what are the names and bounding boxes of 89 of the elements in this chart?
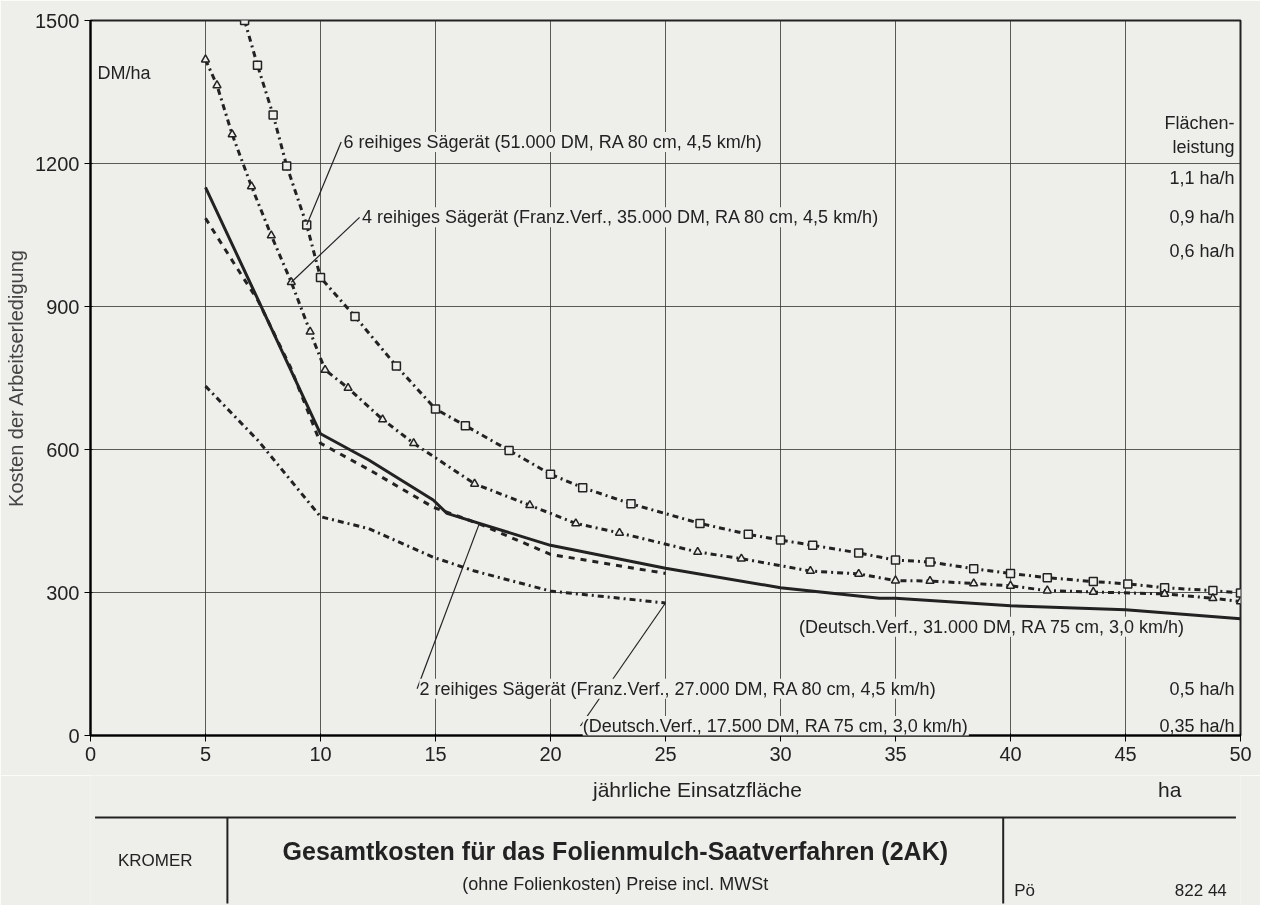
annotation: Flächen- leistung [1164,112,1235,157]
annotation: 0,5 ha/h [1169,678,1235,699]
point [1159,588,1170,597]
x-tick-label: 5 [199,742,212,765]
x-tick-label: 0 [84,742,97,765]
point [1042,572,1053,583]
text: KROMER [117,851,193,870]
text: 6 reihiges Sägerät (51.000 DM, RA 80 cm, 4,5 km/h) [343,132,762,153]
point [315,272,326,283]
annotation: DM/ha [97,62,152,83]
series-label: (Deutsch.Verf., 31.000 DM, RA 75 cm, 3,0 km/h) [798,616,1185,637]
point [805,565,816,575]
point [212,79,222,89]
point [577,482,588,493]
point [281,161,292,171]
point [1005,568,1016,579]
point [695,518,705,529]
x-tick-label: 10 [309,742,332,765]
point [246,181,257,190]
point [925,575,935,585]
point [227,129,237,138]
point [504,445,514,456]
text: 4 reihiges Sägerät (Franz.Verf., 35.000 DM, RA 80 cm, 4,5 km/h) [361,207,879,228]
point [743,529,754,540]
point [1208,585,1218,596]
point [571,518,581,527]
text: Gesamtkosten für das Folienmulch-Saatverfahren (2AK) [282,836,949,865]
text: (ohne Folienkosten) Preise incl. MWSt [462,873,769,894]
point [1005,580,1016,589]
point [350,311,360,322]
y-tick-label: 1500 [35,9,80,32]
point [853,548,864,558]
point [1123,579,1133,589]
y-tick-label: 600 [46,438,80,461]
point [377,414,388,423]
point [460,420,471,431]
point [301,220,312,230]
x-tick-label: 30 [769,742,792,765]
point [469,478,480,487]
x-tick-label: 20 [539,742,562,765]
point [268,110,278,120]
x-tick-label: 45 [1114,742,1137,765]
x-tick-label: 50 [1229,742,1252,765]
point [343,382,353,392]
point [807,540,818,551]
point [200,54,211,63]
point [1208,592,1218,602]
text: 2 reihiges Sägerät (Franz.Verf., 27.000 DM, RA 80 cm, 4,5 km/h) [419,678,936,699]
point [890,575,901,584]
point [252,60,263,71]
annotation: 1,1 ha/h [1169,167,1235,188]
point [1042,585,1053,594]
annotation: 0,6 ha/h [1169,241,1235,262]
annotation: 0,9 ha/h [1169,207,1235,228]
point [266,230,277,239]
text: (Deutsch.Verf., 17.500 DM, RA 75 cm, 3,0 km/h) [582,715,968,736]
y-tick-label: 900 [46,295,80,318]
point [305,326,315,335]
point [736,553,747,562]
point [391,361,402,371]
y-tick-label: 0 [68,724,80,747]
point [614,527,625,536]
point [968,578,979,587]
y-axis-title: Kosten der Arbeitserledigung [5,250,28,507]
x-tick-label: 40 [999,742,1022,765]
text: ha [1158,778,1182,801]
point [430,404,441,414]
annotation: 0,35 ha/h [1159,715,1235,736]
point [775,535,786,545]
text: Pö [1014,881,1035,900]
x-tick-label: 35 [884,742,907,765]
x-tick-label: 15 [424,742,447,765]
y-tick-label: 300 [46,581,80,604]
point [968,563,979,574]
y-tick-label: 1200 [35,152,80,175]
point [320,364,330,373]
point [545,469,556,480]
text: 822 44 [1174,881,1227,900]
x-tick-label: 25 [654,742,677,765]
point [692,546,703,556]
x-axis-title: jährliche Einsatzfläche [591,778,802,801]
point [1088,586,1099,596]
point [1088,576,1099,587]
point [626,499,636,509]
point [925,557,935,567]
point [890,555,901,565]
point [525,499,535,509]
point [408,437,419,447]
point [853,568,864,577]
